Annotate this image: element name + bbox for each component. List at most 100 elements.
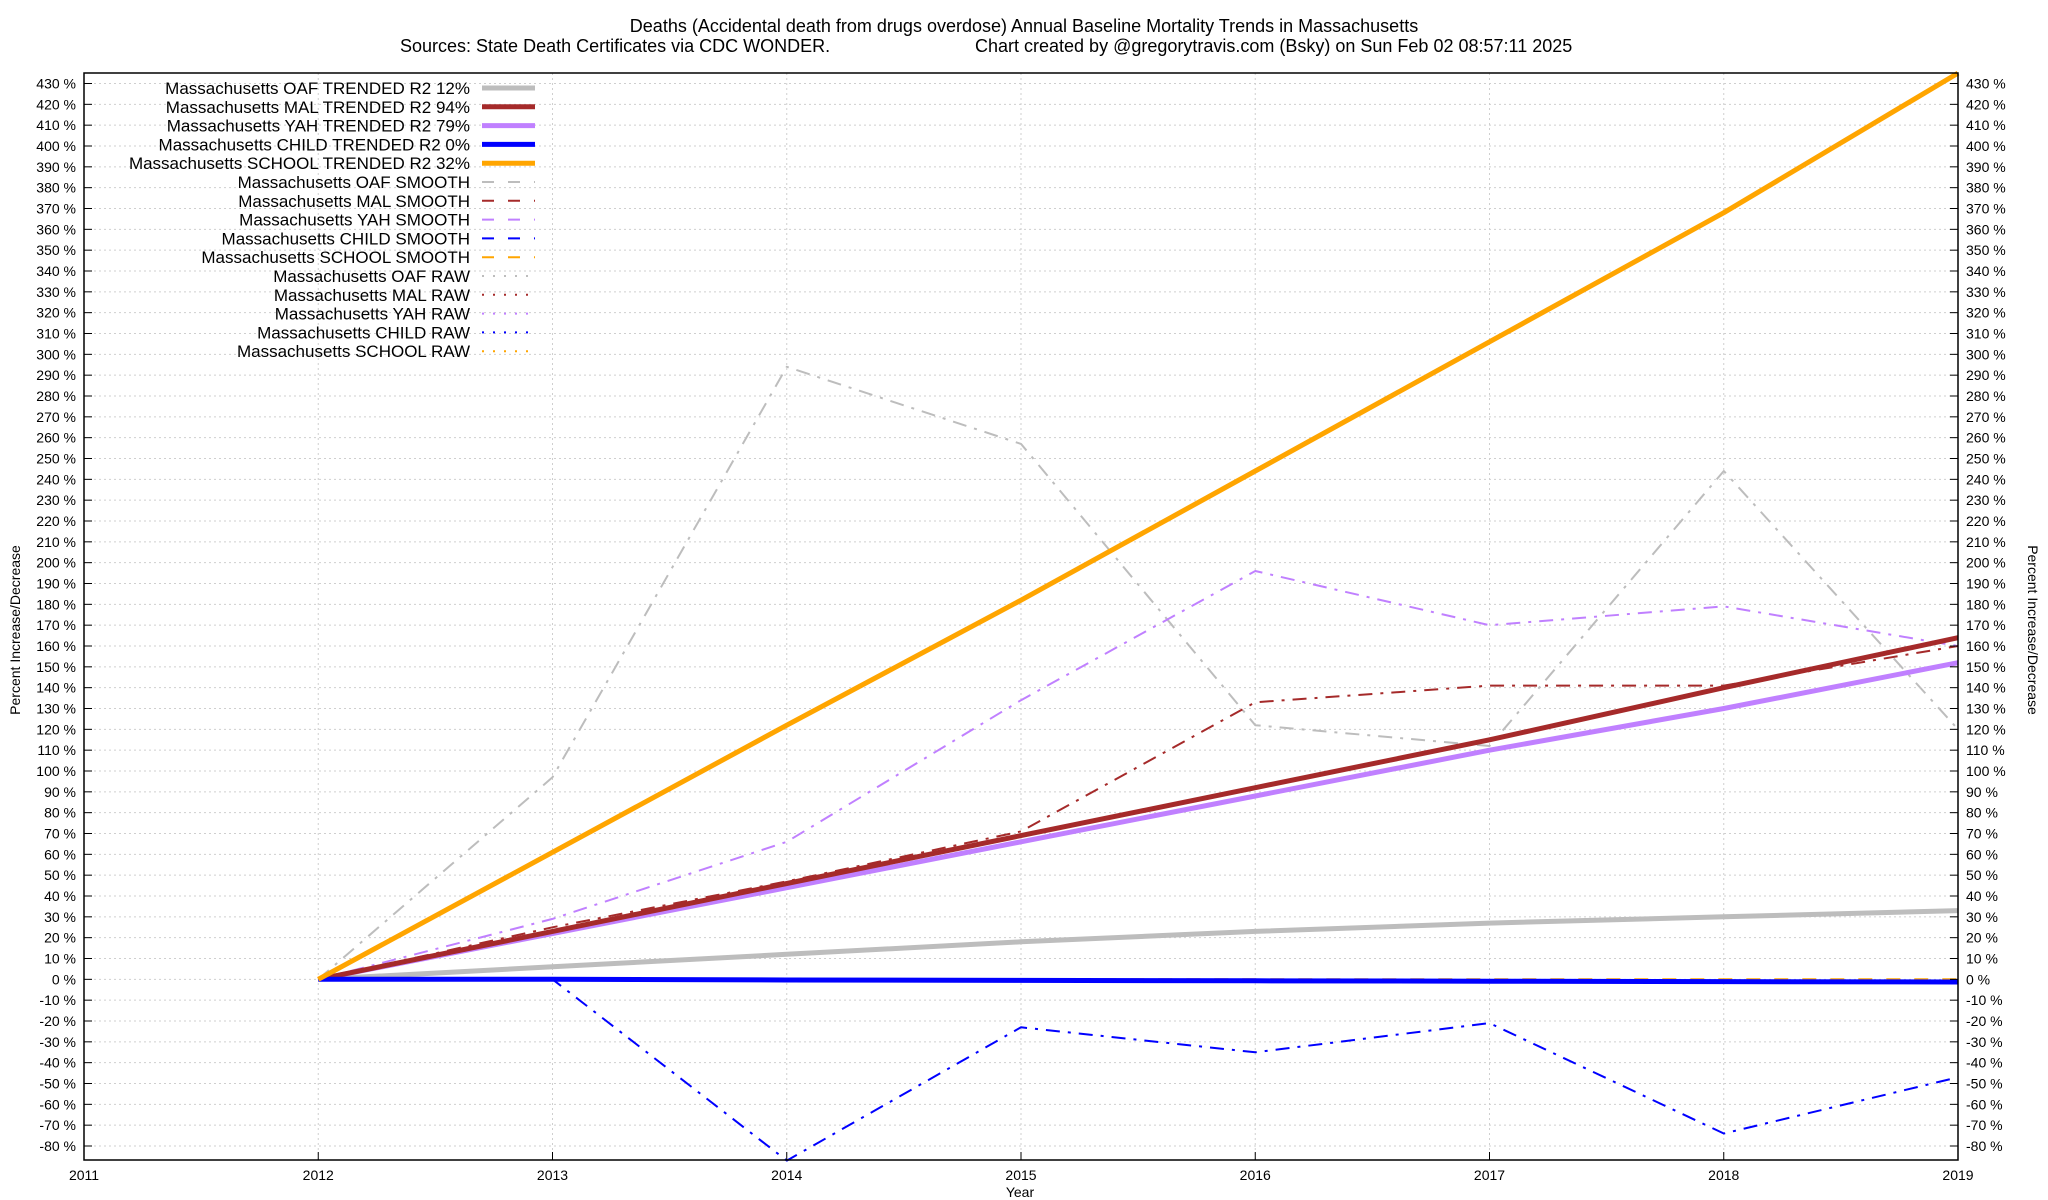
y-tick-label: 380 % — [1966, 180, 2006, 196]
legend: Massachusetts OAF TRENDED R2 12%Massachu… — [129, 79, 535, 361]
y-tick-label: 60 % — [44, 846, 76, 862]
y-tick-label: 340 % — [1966, 263, 2006, 279]
y-tick-label: 310 % — [1966, 326, 2006, 342]
x-tick-label: 2017 — [1474, 1167, 1505, 1183]
y-tick-label: 130 % — [36, 701, 76, 717]
y-tick-label: 300 % — [1966, 346, 2006, 362]
y-tick-label: 190 % — [1966, 576, 2006, 592]
y-tick-label: 350 % — [36, 242, 76, 258]
legend-label: Massachusetts YAH TRENDED R2 79% — [167, 117, 470, 136]
y-tick-label: 160 % — [36, 638, 76, 654]
y-tick-label: 280 % — [36, 388, 76, 404]
y-tick-label: 10 % — [44, 951, 76, 967]
x-tick-label: 2014 — [771, 1167, 802, 1183]
y-tick-label: -80 % — [39, 1138, 76, 1154]
y-tick-label: 390 % — [36, 159, 76, 175]
y-tick-label: 420 % — [1966, 96, 2006, 112]
y-tick-label: -30 % — [1966, 1034, 2003, 1050]
legend-label: Massachusetts CHILD SMOOTH — [222, 229, 470, 248]
series-layer — [317, 70, 1960, 1162]
y-ticks-left: -80 % -70 % -60 % -50 % -40 % -30 % -20 % -10 %… — [36, 76, 92, 1154]
y-tick-label: -50 % — [1966, 1076, 2003, 1092]
y-tick-label: 420 % — [36, 96, 76, 112]
legend-label: Massachusetts MAL TRENDED R2 94% — [166, 98, 470, 117]
y-ticks-right: -80 % -70 % -60 % -50 % -40 % -30 % -20 % -10 %… — [1950, 76, 2006, 1154]
y-tick-label: 70 % — [1966, 826, 1998, 842]
y-tick-label: 80 % — [1966, 805, 1998, 821]
y-tick-label: 110 % — [37, 742, 76, 758]
y-tick-label: 20 % — [44, 930, 76, 946]
y-tick-label: 160 % — [1966, 638, 2006, 654]
y-tick-label: 150 % — [36, 659, 76, 675]
y-tick-label: -10 % — [39, 992, 76, 1008]
legend-label: Massachusetts SCHOOL SMOOTH — [201, 248, 470, 267]
series-line-massachusetts-oaf-raw — [317, 365, 1959, 981]
x-ticks: 2011 2012 2013 2014 2015 2016 2017 2018 2019 — [69, 1152, 1974, 1183]
y-tick-label: -50 % — [39, 1076, 76, 1092]
y-tick-label: 250 % — [1966, 451, 2006, 467]
legend-label: Massachusetts SCHOOL RAW — [237, 342, 470, 361]
x-tick-label: 2019 — [1942, 1167, 1973, 1183]
legend-label: Massachusetts CHILD TRENDED R2 0% — [159, 135, 470, 154]
y-tick-label: 220 % — [36, 513, 76, 529]
y-tick-label: 330 % — [36, 284, 76, 300]
legend-label: Massachusetts YAH SMOOTH — [239, 211, 470, 230]
y-tick-label: 230 % — [36, 492, 76, 508]
x-tick-label: 2013 — [537, 1167, 568, 1183]
y-tick-label: -60 % — [1966, 1096, 2003, 1112]
legend-label: Massachusetts MAL SMOOTH — [238, 192, 470, 211]
legend-label: Massachusetts OAF TRENDED R2 12% — [165, 79, 470, 98]
y-tick-label: 200 % — [36, 555, 76, 571]
y-tick-label: 230 % — [1966, 492, 2006, 508]
y-tick-label: 390 % — [1966, 159, 2006, 175]
y-tick-label: -60 % — [39, 1096, 76, 1112]
legend-label: Massachusetts OAF RAW — [273, 267, 470, 286]
y-tick-label: 290 % — [36, 367, 76, 383]
y-tick-label: 0 % — [52, 971, 76, 987]
y-tick-label: 170 % — [1966, 617, 2006, 633]
y-tick-label: 180 % — [36, 596, 76, 612]
y-tick-label: 90 % — [44, 784, 76, 800]
y-tick-label: 90 % — [1966, 784, 1998, 800]
x-tick-label: 2015 — [1005, 1167, 1036, 1183]
y-tick-label: 260 % — [1966, 430, 2006, 446]
y-tick-label: 20 % — [1966, 930, 1998, 946]
y-tick-label: 110 % — [1966, 742, 2005, 758]
y-tick-label: 190 % — [36, 576, 76, 592]
y-axis-label-right: Percent Increase/Decrease — [2025, 545, 2041, 715]
y-tick-label: -30 % — [39, 1034, 76, 1050]
y-tick-label: 70 % — [44, 826, 76, 842]
y-tick-label: -40 % — [39, 1055, 76, 1071]
y-tick-label: 130 % — [1966, 701, 2006, 717]
legend-label: Massachusetts YAH RAW — [275, 305, 470, 324]
x-tick-label: 2011 — [69, 1167, 99, 1183]
y-tick-label: 290 % — [1966, 367, 2006, 383]
y-tick-label: 240 % — [1966, 471, 2006, 487]
y-tick-label: 260 % — [36, 430, 76, 446]
y-tick-label: 30 % — [1966, 909, 1998, 925]
y-tick-label: -70 % — [39, 1117, 76, 1133]
y-tick-label: -70 % — [1966, 1117, 2003, 1133]
y-tick-label: 240 % — [36, 471, 76, 487]
y-tick-label: 280 % — [1966, 388, 2006, 404]
y-tick-label: 360 % — [1966, 221, 2006, 237]
y-tick-label: -80 % — [1966, 1138, 2003, 1154]
series-line-massachusetts-yah-trended-r2-79 — [317, 660, 1959, 982]
y-tick-label: 100 % — [36, 763, 76, 779]
y-tick-label: 400 % — [1966, 138, 2006, 154]
y-tick-label: 40 % — [44, 888, 76, 904]
series-line-massachusetts-child-trended-r2-0 — [318, 976, 1959, 985]
chart-subtitle-left: Sources: State Death Certificates via CD… — [400, 36, 830, 56]
legend-label: Massachusetts MAL RAW — [274, 286, 470, 305]
y-tick-label: 370 % — [1966, 201, 2006, 217]
y-tick-label: 410 % — [1966, 117, 2006, 133]
y-tick-label: 180 % — [1966, 596, 2006, 612]
y-tick-label: -10 % — [1966, 992, 2003, 1008]
legend-label: Massachusetts CHILD RAW — [257, 323, 470, 342]
y-tick-label: 150 % — [1966, 659, 2006, 675]
y-tick-label: 430 % — [1966, 76, 2006, 92]
y-tick-label: 50 % — [44, 867, 76, 883]
y-tick-label: 40 % — [1966, 888, 1998, 904]
y-tick-label: 210 % — [1966, 534, 2006, 550]
